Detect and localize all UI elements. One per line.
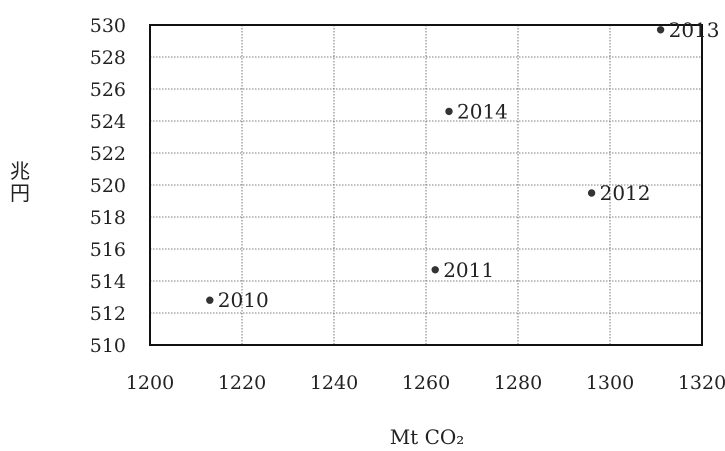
- x-tick-label: 1220: [218, 372, 266, 394]
- y-tick-label: 520: [90, 175, 126, 197]
- y-tick-label: 514: [90, 271, 126, 293]
- x-tick-label: 1300: [586, 372, 634, 394]
- x-tick-label: 1320: [678, 372, 725, 394]
- data-point: [431, 266, 439, 274]
- data-points: 2010 2011 2012 2013 2014: [206, 18, 720, 312]
- y-tick-label: 528: [90, 47, 126, 69]
- x-axis-title: Mt CO₂: [390, 425, 465, 449]
- x-tick-label: 1260: [402, 372, 450, 394]
- y-axis-title: 兆円: [10, 159, 30, 205]
- plot-frame: [149, 24, 703, 346]
- y-tick-label: 512: [90, 303, 126, 325]
- y-tick-label: 516: [90, 239, 126, 261]
- x-tick-label: 1280: [494, 372, 542, 394]
- y-tick-label: 510: [90, 335, 126, 357]
- data-point: [656, 26, 665, 34]
- y-tick-label: 518: [90, 207, 126, 229]
- y-tick-label: 524: [90, 111, 126, 133]
- y-tick-label: 522: [90, 143, 126, 165]
- x-tick-label: 1200: [126, 372, 174, 394]
- data-point-label: 2013: [669, 18, 720, 42]
- x-axis-ticks: 1200 1220 1240 1260 1280 1300 1320: [126, 372, 725, 394]
- data-point-label: 2014: [457, 99, 508, 123]
- y-tick-label: 530: [90, 15, 126, 37]
- grid: [150, 25, 702, 345]
- data-point: [445, 107, 453, 116]
- data-point-label: 2012: [600, 181, 651, 205]
- data-point: [587, 189, 596, 197]
- data-point: [206, 296, 214, 304]
- data-point-label: 2010: [218, 288, 269, 312]
- x-tick-label: 1240: [310, 372, 358, 394]
- y-axis-ticks: 510 512 514 516 518 520 522 524 526 528 530: [90, 15, 126, 357]
- data-point-label: 2011: [443, 258, 494, 282]
- y-tick-label: 526: [90, 79, 126, 101]
